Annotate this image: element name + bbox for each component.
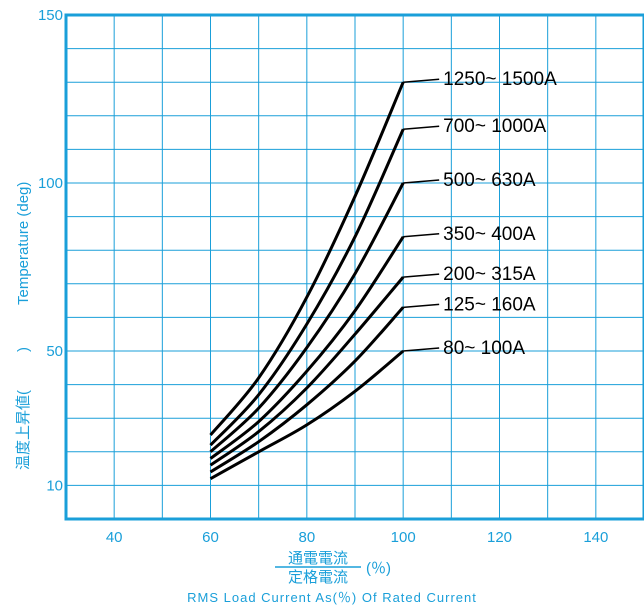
series-leader-line [403,179,440,184]
x-tick-label: 140 [583,529,608,546]
series-curve [209,235,405,460]
series-label: 350~ 400A [443,224,536,245]
series-leader-line [403,233,440,238]
y-tick-label: 10 [46,477,63,494]
x-axis-title-denominator: 定格電流 [288,569,348,586]
y-axis-title-close: ) [15,347,32,352]
plot-frame [64,13,644,521]
y-axis-title-jp: 温度上昇値( [15,390,32,470]
series-curve [209,276,405,467]
series-label: 125~ 160A [443,294,536,315]
series-curve [209,182,405,453]
x-tick-label: 40 [106,529,123,546]
tick-labels: 40 60 80 100 120 140 10 50 100 150 [38,7,608,546]
x-tick-label: 100 [391,529,416,546]
series-leader-line [403,78,440,83]
y-tick-label: 50 [46,343,63,360]
curves: 80~ 100A 125~ 160A 200~ 315A 350~ 400A 500~ … [209,69,557,481]
x-axis-subtitle: RMS Load Current As(％) Of Rated Current [187,590,477,605]
series-curve [209,349,405,481]
series-label: 1250~ 1500A [443,69,557,90]
y-axis-title-en: Temperature (deg) [15,182,32,305]
series-label: 500~ 630A [443,170,536,191]
series-label: 80~ 100A [443,338,525,359]
y-tick-label: 150 [38,7,63,24]
x-tick-label: 120 [487,529,512,546]
grid [66,15,644,519]
series-leader-line [403,125,440,130]
series-curve [209,306,405,474]
y-axis-title: 温度上昇値( ) Temperature (deg) [15,182,32,470]
series-label: 700~ 1000A [443,116,546,137]
x-axis-title-unit: (％) [366,560,391,577]
series-label: 200~ 315A [443,264,536,285]
x-axis-title-numerator: 通電電流 [288,550,348,567]
x-tick-label: 80 [298,529,315,546]
series-leader-line [403,347,440,352]
y-tick-label: 100 [38,175,63,192]
x-tick-label: 60 [202,529,219,546]
series-curve [209,128,405,447]
series-leader-line [403,303,440,309]
series-leader-line [403,273,440,278]
series-curve [209,81,405,436]
